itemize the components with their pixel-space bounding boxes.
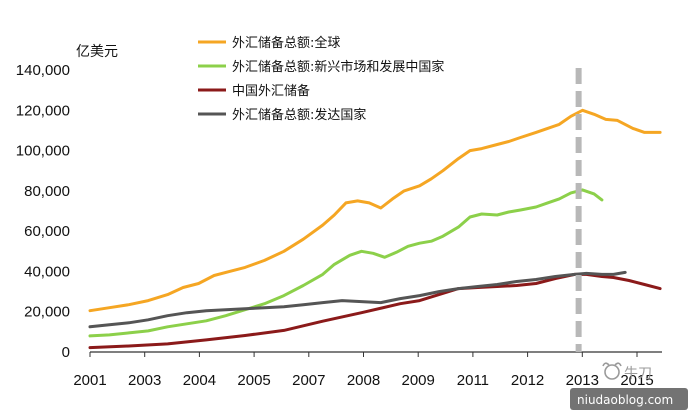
y-tick-label: 20,000 (24, 304, 70, 321)
bull-head-icon (602, 362, 622, 380)
series-line-2 (88, 272, 662, 350)
x-tick-label: 2009 (402, 372, 435, 389)
y-tick-label: 120,000 (16, 102, 70, 119)
x-tick-label: 2004 (183, 372, 216, 389)
y-tick-label: 60,000 (24, 223, 70, 240)
y-tick-label: 0 (62, 344, 70, 361)
y-tick-label: 140,000 (16, 62, 70, 79)
x-tick-label: 2003 (128, 372, 161, 389)
plot-area (88, 68, 662, 352)
x-tick-label: 2013 (566, 372, 599, 389)
watermark-url: niudaoblog.com (577, 393, 673, 407)
y-tick-label: 100,000 (16, 143, 70, 160)
x-tick-label: 2008 (347, 372, 380, 389)
y-axis: 0 20,000 40,000 60,000 80,000 100,000 120,000 1… (16, 62, 70, 361)
y-tick-label: 80,000 (24, 183, 70, 200)
y-axis-unit-label: 亿美元 (76, 44, 118, 60)
legend: 外汇储备总额:全球外汇储备总额:新兴市场和发展中国家中国外汇储备外汇储备总额:发… (198, 35, 444, 123)
x-tick-label: 2005 (237, 372, 270, 389)
series-line-0 (88, 108, 662, 313)
x-tick-label: 2001 (73, 372, 106, 389)
x-tick-label: 2007 (292, 372, 325, 389)
y-tick-label: 40,000 (24, 263, 70, 280)
legend-label: 外汇储备总额:发达国家 (232, 107, 366, 123)
series-line-3 (88, 270, 627, 329)
watermark: niudaoblog.com 牛刀 (570, 362, 688, 410)
series-line-1 (88, 188, 604, 338)
legend-label: 外汇储备总额:全球 (232, 35, 340, 51)
x-tick-label: 2015 (620, 372, 653, 389)
x-tick-label: 2012 (511, 372, 544, 389)
x-tick-label: 2011 (457, 372, 489, 389)
watermark-background (570, 388, 688, 410)
watermark-brand: 牛刀 (624, 366, 652, 382)
x-axis: 2001 2003 2004 2005 2007 2008 2009 2011 2012 2013… (73, 351, 662, 389)
legend-label: 中国外汇储备 (232, 83, 310, 99)
legend-label: 外汇储备总额:新兴市场和发展中国家 (232, 59, 444, 75)
